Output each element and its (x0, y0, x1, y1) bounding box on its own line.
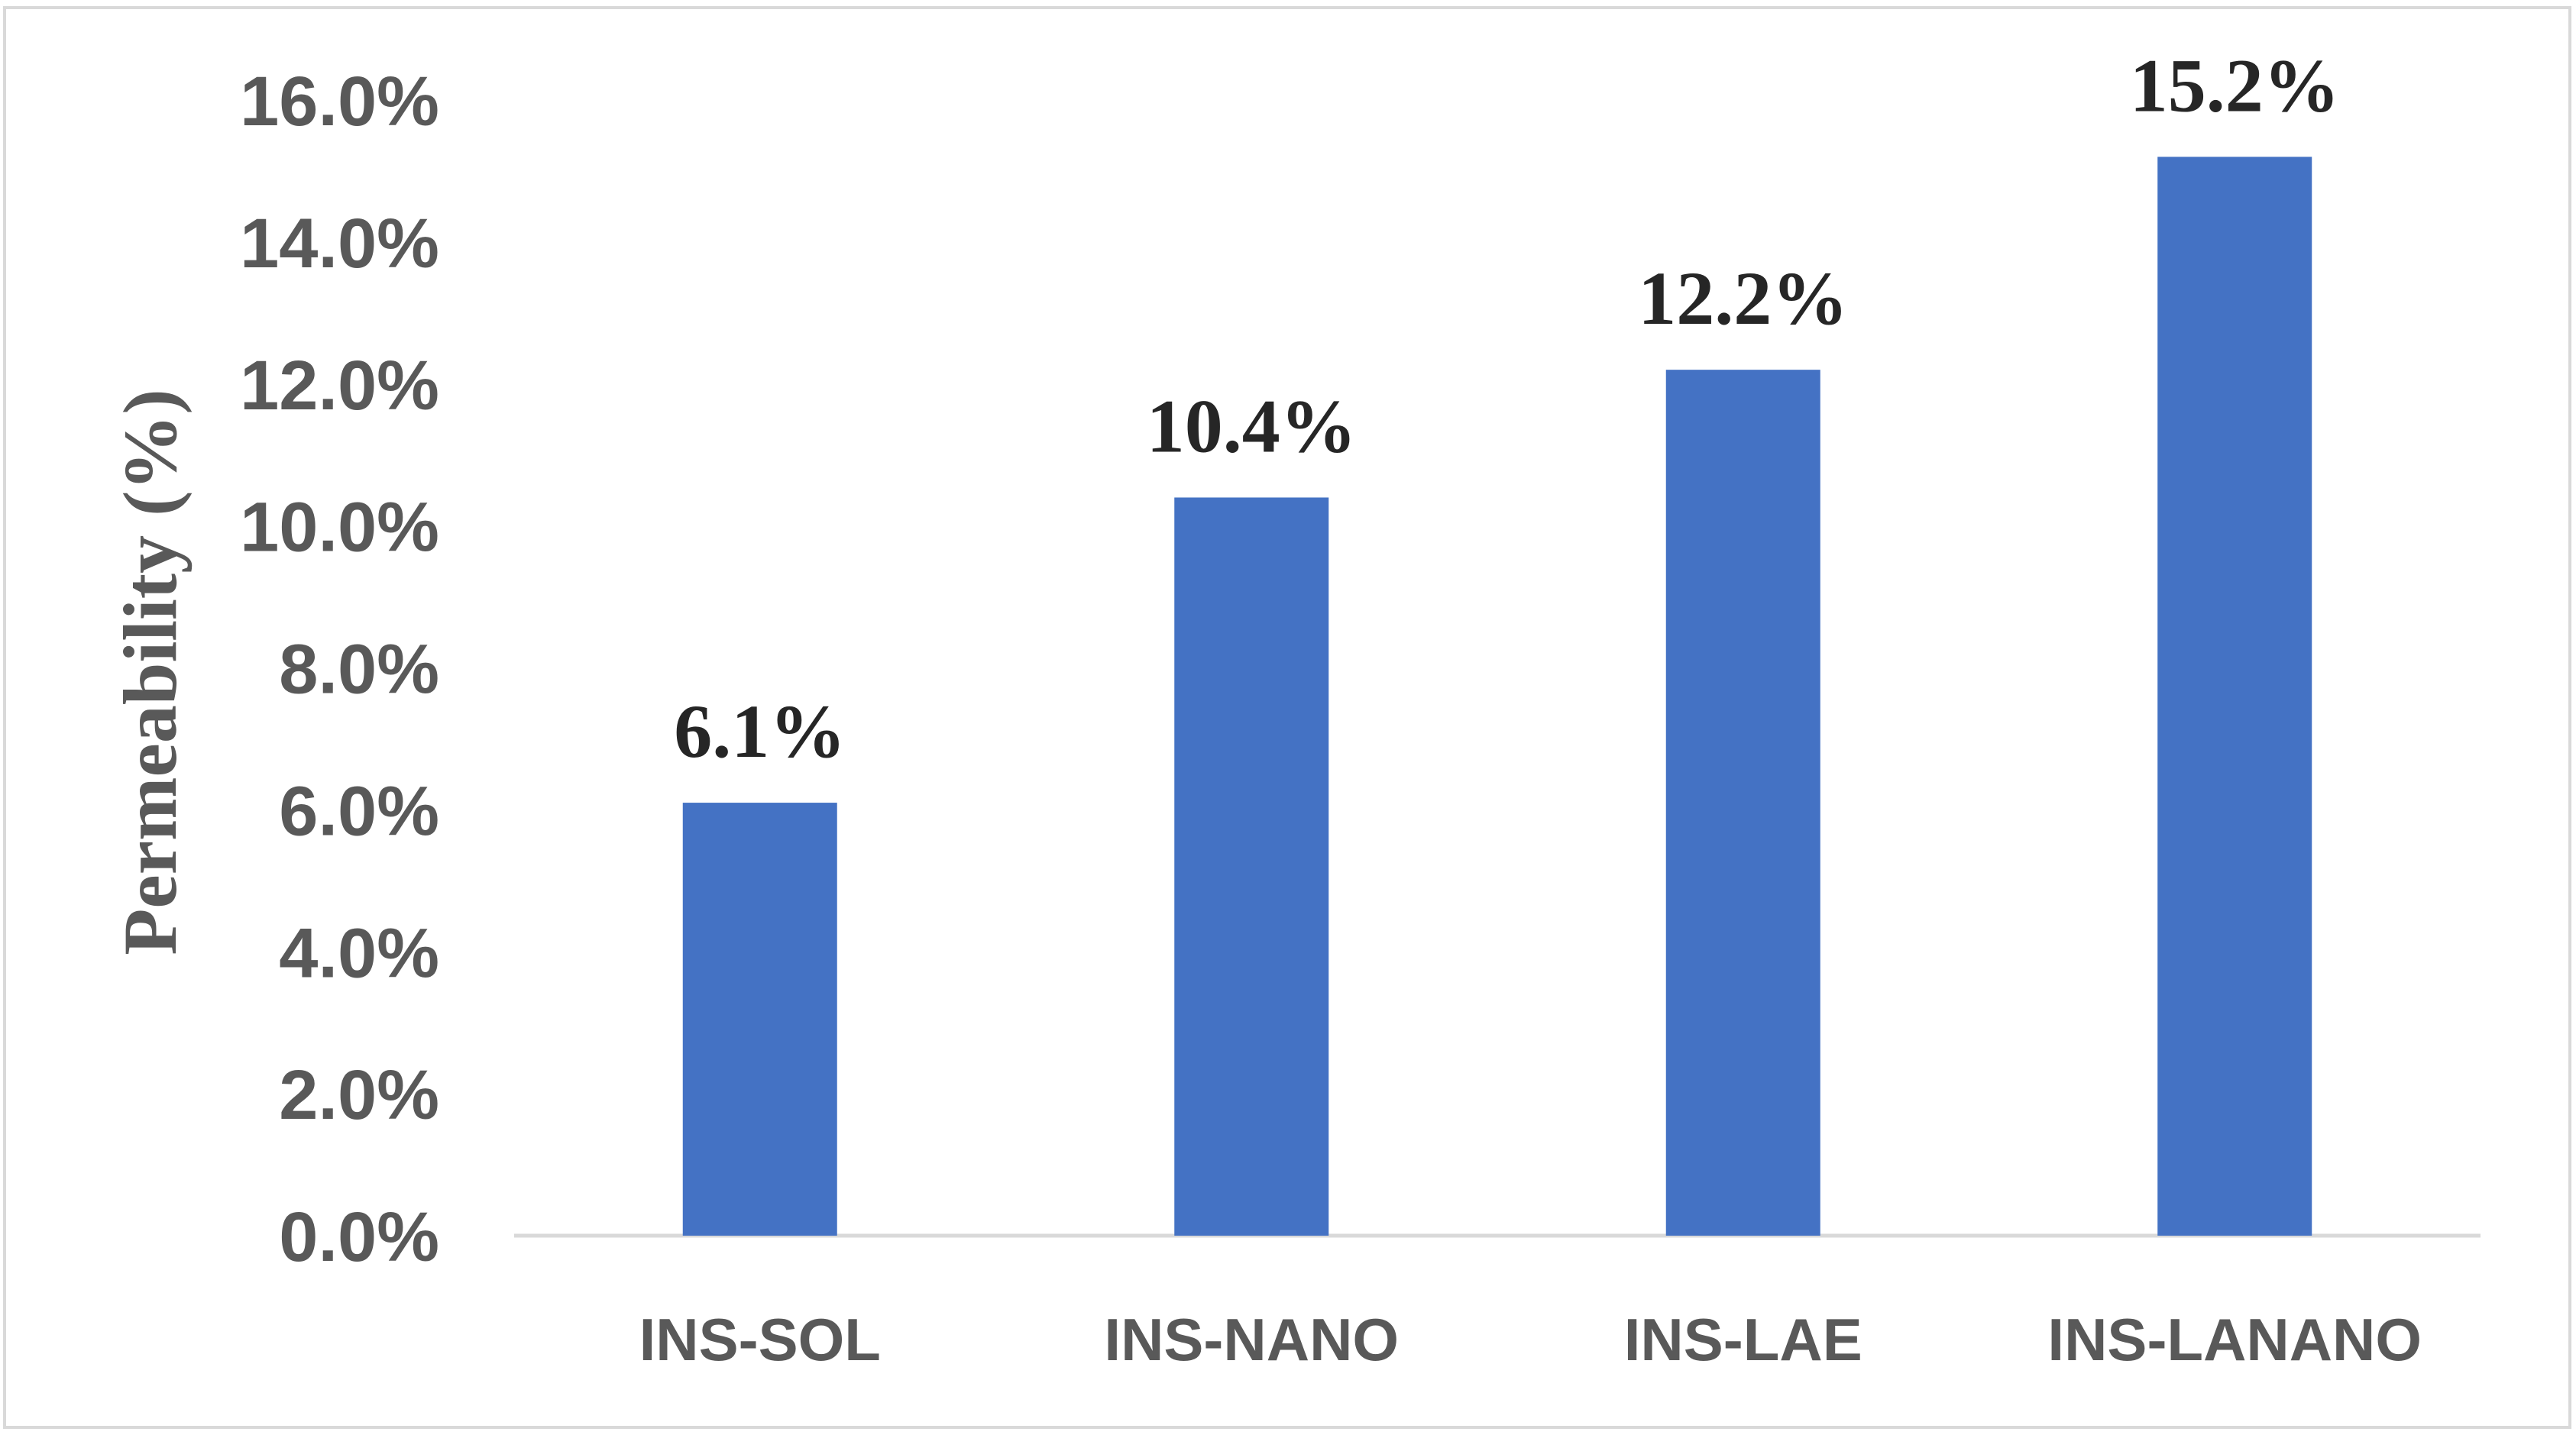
y-tick-label: 4.0% (279, 914, 439, 992)
bar (1665, 370, 1820, 1236)
y-tick-label: 16.0% (240, 63, 439, 141)
bar (1174, 497, 1329, 1236)
bar-data-label: 10.4% (1147, 383, 1357, 468)
bar (682, 803, 837, 1236)
bar (2157, 157, 2312, 1236)
y-tick-label: 8.0% (279, 631, 439, 709)
y-tick-label: 2.0% (279, 1056, 439, 1134)
bar-data-label: 12.2% (1638, 256, 1848, 341)
y-tick-label: 12.0% (240, 347, 439, 425)
bar-data-label: 6.1% (674, 689, 846, 774)
y-tick-label: 6.0% (279, 772, 439, 850)
y-axis-title: Permeability (%) (108, 389, 193, 955)
y-tick-label: 0.0% (279, 1198, 439, 1276)
bar-data-label: 15.2% (2130, 43, 2340, 128)
bars (682, 157, 2312, 1236)
data-labels: 6.1% 10.4% 12.2% 15.2% (674, 43, 2340, 774)
y-axis-tick-labels: 0.0% 2.0% 4.0% 6.0% 8.0% 10.0% 12.0% 14.0% 16.0% (240, 63, 439, 1276)
x-tick-label: INS-NANO (1104, 1306, 1399, 1373)
x-tick-label: INS-SOL (639, 1306, 881, 1373)
x-tick-label: INS-LANANO (2047, 1306, 2422, 1373)
y-tick-label: 10.0% (240, 489, 439, 567)
x-tick-label: INS-LAE (1624, 1306, 1862, 1373)
y-tick-label: 14.0% (240, 205, 439, 283)
x-axis-tick-labels: INS-SOL INS-NANO INS-LAE INS-LANANO (639, 1306, 2422, 1373)
